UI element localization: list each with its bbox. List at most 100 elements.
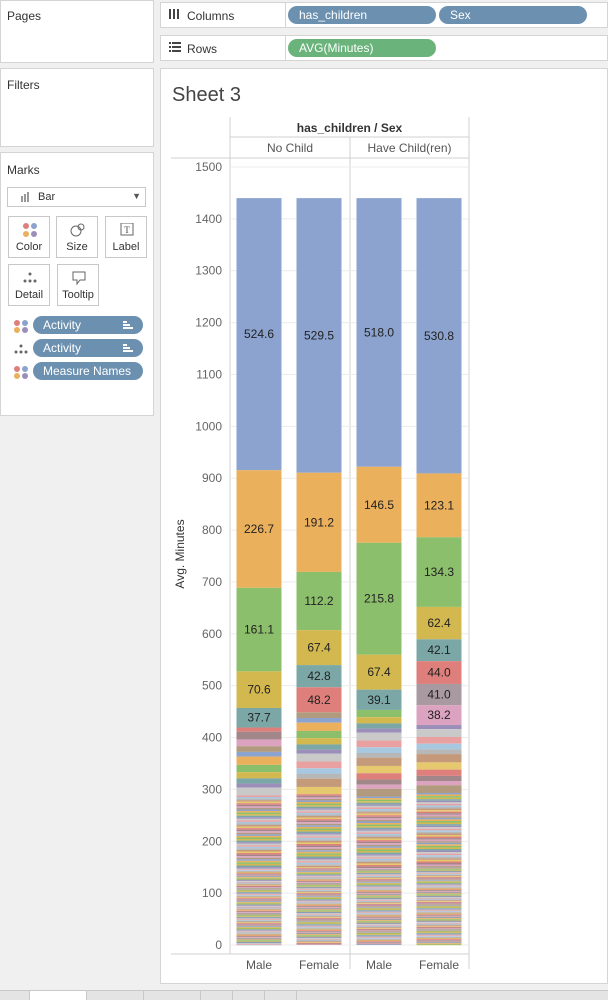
bar-segment — [236, 746, 282, 752]
color-dots-icon — [13, 319, 29, 333]
bar-segment — [296, 919, 342, 921]
bar-segment — [296, 873, 342, 875]
bar-segment — [296, 942, 342, 943]
bar-segment — [236, 902, 282, 904]
bar-segment — [416, 901, 462, 903]
label-button[interactable]: T Label — [105, 216, 147, 258]
detail-button[interactable]: Detail — [8, 264, 50, 306]
bar-segment — [356, 870, 402, 872]
bar-segment — [416, 785, 462, 793]
bar-segment — [356, 888, 402, 890]
has-children-pill[interactable]: has_children — [288, 6, 436, 24]
bar-segment — [356, 935, 402, 937]
mark-type-dropdown[interactable]: Bar ▼ — [7, 187, 146, 207]
bar-segment — [236, 895, 282, 896]
pages-panel[interactable]: Pages — [0, 0, 154, 63]
bar-segment — [356, 900, 402, 901]
bar-segment — [356, 865, 402, 867]
activity-color-pill[interactable]: Activity — [33, 316, 143, 334]
bar-segment — [416, 910, 462, 912]
bar-segment — [236, 936, 282, 938]
bar-segment — [356, 871, 402, 873]
bar-segment — [416, 874, 462, 876]
tab-strip-cell[interactable] — [265, 991, 297, 1000]
bar-segment — [356, 844, 402, 847]
bar-segment — [296, 891, 342, 893]
tab-strip-cell[interactable] — [30, 991, 87, 1000]
bar-segment — [236, 884, 282, 885]
bar-segment — [416, 929, 462, 930]
activity-detail-pill[interactable]: Activity — [33, 339, 143, 357]
bar-segment — [416, 873, 462, 875]
sex-pill[interactable]: Sex — [439, 6, 587, 24]
bar-segment — [236, 912, 282, 913]
y-tick-label: 1100 — [196, 367, 222, 381]
bar-segment — [356, 919, 402, 921]
bar-segment — [236, 893, 282, 895]
bar-segment — [356, 846, 402, 848]
tab-strip-cell[interactable] — [233, 991, 265, 1000]
bar-segment — [296, 802, 342, 804]
bar-segment — [236, 739, 282, 747]
tab-strip-cell[interactable] — [201, 991, 233, 1000]
tab-strip-cell[interactable] — [0, 991, 30, 1000]
bar-segment — [416, 943, 462, 945]
bar-segment — [356, 805, 402, 808]
bar-segment — [356, 912, 402, 914]
bar-segment — [236, 825, 282, 827]
bar-segment — [416, 933, 462, 935]
bar-segment — [416, 877, 462, 879]
filters-panel[interactable]: Filters — [0, 68, 154, 147]
bar-segment — [236, 880, 282, 882]
measure-names-color-pill[interactable]: Measure Names — [33, 362, 143, 380]
bar-segment — [236, 859, 282, 861]
bar-segment — [296, 198, 342, 473]
bar-segment — [236, 778, 282, 784]
bar-segment — [296, 853, 342, 855]
color-button[interactable]: Color — [8, 216, 50, 258]
bar-segment — [296, 794, 342, 796]
tooltip-button[interactable]: Tooltip — [57, 264, 99, 306]
bar-segment — [416, 683, 462, 706]
bar-segment — [416, 893, 462, 895]
bar-segment — [416, 198, 462, 474]
tab-strip-cell[interactable] — [87, 991, 144, 1000]
avg-minutes-pill[interactable]: AVG(Minutes) — [288, 39, 436, 57]
columns-shelf[interactable]: Columns has_children Sex — [160, 2, 608, 28]
bar-segment — [416, 940, 462, 942]
bar-segment — [356, 827, 402, 830]
bar-segment — [356, 542, 402, 655]
bar-segment — [356, 916, 402, 918]
bar-segment — [416, 912, 462, 914]
bar-segment — [356, 907, 402, 908]
bar-segment — [236, 930, 282, 932]
bar-segment — [416, 817, 462, 820]
bar-segment — [236, 849, 282, 852]
bar-segment — [236, 860, 282, 863]
bar-segment — [296, 896, 342, 898]
bar-segment — [416, 926, 462, 927]
bar-segment — [356, 932, 402, 934]
bar-segment — [296, 822, 342, 824]
size-button[interactable]: Size — [56, 216, 98, 258]
bar-segment — [416, 927, 462, 929]
bar-segment — [236, 894, 282, 896]
bar-segment — [296, 879, 342, 880]
bar-segment — [356, 890, 402, 892]
bar-segment — [356, 874, 402, 876]
bar-segment — [356, 885, 402, 887]
tab-strip-cell[interactable] — [144, 991, 201, 1000]
size-label: Size — [66, 241, 88, 253]
label-label: Label — [112, 241, 140, 253]
bar-segment — [296, 823, 342, 826]
bar-segment — [296, 845, 342, 848]
bar-segment — [296, 809, 342, 812]
bar-segment — [296, 812, 342, 815]
bar-segment — [416, 819, 462, 821]
bar-segment — [416, 931, 462, 933]
bar-segment — [236, 910, 282, 912]
bar-segment — [296, 861, 342, 863]
sheet-tab-bar[interactable] — [0, 990, 608, 1000]
rows-shelf[interactable]: Rows AVG(Minutes) — [160, 35, 608, 61]
bar-segment — [356, 860, 402, 862]
